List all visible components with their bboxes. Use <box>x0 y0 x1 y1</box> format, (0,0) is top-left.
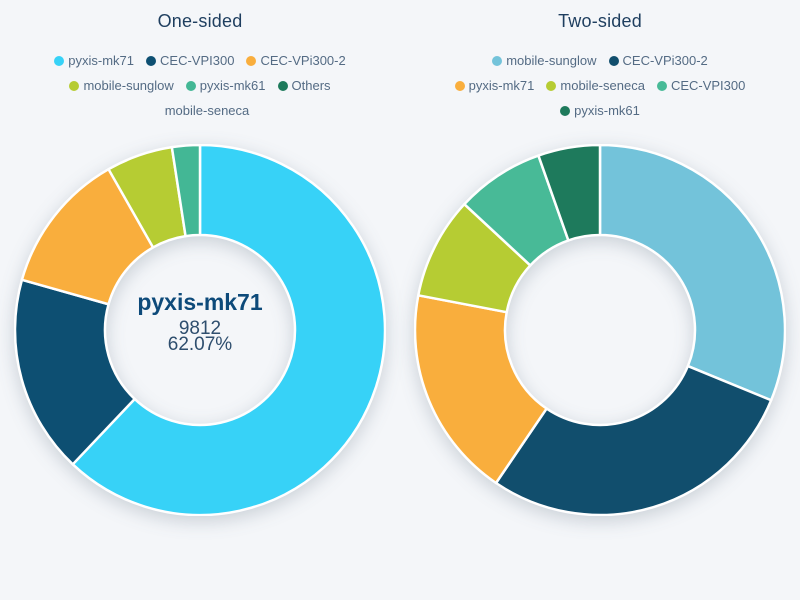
legend-marker-icon <box>277 80 288 91</box>
legend-item-pyxis-mk61[interactable]: pyxis-mk61 <box>185 78 266 93</box>
donut-chart-two-sided <box>414 144 786 516</box>
legend-marker-icon <box>246 55 257 66</box>
legend-label: CEC-VPi300-2 <box>260 53 346 68</box>
legend-marker-icon <box>560 105 571 116</box>
legend-item-mobile-seneca[interactable]: mobile-seneca <box>546 78 645 93</box>
legend-marker-icon <box>69 80 80 91</box>
legend-label: mobile-sunglow <box>83 78 174 93</box>
chart-title-one-sided: One-sided <box>157 11 243 31</box>
legend-item-pyxis-mk61[interactable]: pyxis-mk61 <box>560 103 640 118</box>
donut-slice-CEC-VPI300[interactable] <box>14 278 136 466</box>
legend-label: CEC-VPI300 <box>160 53 235 68</box>
legend-label: mobile-seneca <box>560 78 645 93</box>
donut-slice-pyxis-mk71[interactable] <box>414 294 548 485</box>
legend-label: mobile-seneca <box>164 103 250 118</box>
legend-one-sided: pyxis-mk71 CEC-VPI300 CEC-VPi300-2 mobile-s… <box>35 53 365 118</box>
legend-marker-icon <box>151 106 161 116</box>
legend-item-CEC-VPi300-2[interactable]: CEC-VPi300-2 <box>246 53 346 68</box>
legend-label: CEC-VPi300-2 <box>622 53 708 68</box>
legend-label: pyxis-mk71 <box>68 53 135 68</box>
legend-marker-icon <box>146 55 157 66</box>
legend-item-CEC-VPi300-2[interactable]: CEC-VPi300-2 <box>608 53 708 68</box>
legend-item-Others[interactable]: Others <box>277 78 331 93</box>
one-sided-chart-panel: One-sided pyxis-mk71 CEC-VPI300 CEC-VPi300… <box>14 11 386 516</box>
donut-slice-CEC-VPi300-2[interactable] <box>494 364 773 516</box>
donut-slice-pyxis-mk71[interactable] <box>71 144 386 516</box>
legend-two-sided: mobile-sunglow CEC-VPi300-2 pyxis-mk71 mobi… <box>450 53 750 118</box>
legend-label: pyxis-mk61 <box>574 103 640 118</box>
legend-label: pyxis-mk61 <box>199 78 266 93</box>
legend-marker-icon <box>492 55 503 66</box>
legend-item-mobile-sunglow[interactable]: mobile-sunglow <box>492 53 597 68</box>
legend-label: CEC-VPI300 <box>670 78 746 93</box>
legend-label: mobile-sunglow <box>506 53 597 68</box>
legend-marker-icon <box>608 55 619 66</box>
legend-label: pyxis-mk71 <box>468 78 535 93</box>
donut-slice-pyxis-mk61[interactable] <box>170 144 202 238</box>
legend-marker-icon <box>54 55 65 66</box>
legend-item-mobile-seneca[interactable]: mobile-seneca <box>151 103 250 118</box>
chart-title-two-sided: Two-sided <box>558 11 642 31</box>
legend-marker-icon <box>454 80 465 91</box>
legend-item-CEC-VPI300[interactable]: CEC-VPI300 <box>656 78 746 93</box>
legend-label: Others <box>291 78 331 93</box>
legend-marker-icon <box>656 80 667 91</box>
donut-chart-one-sided <box>14 144 386 516</box>
donut-slice-mobile-sunglow[interactable] <box>598 144 786 402</box>
legend-item-CEC-VPI300[interactable]: CEC-VPI300 <box>146 53 234 68</box>
two-sided-chart-panel: Two-sided mobile-sunglow CEC-VPi300-2 pyxi… <box>400 0 800 600</box>
legend-item-pyxis-mk71[interactable]: pyxis-mk71 <box>54 53 134 68</box>
legend-marker-icon <box>185 80 196 91</box>
donut-slice-pyxis-mk61[interactable] <box>537 144 602 242</box>
legend-item-mobile-sunglow[interactable]: mobile-sunglow <box>69 78 174 93</box>
legend-marker-icon <box>546 80 557 91</box>
legend-item-pyxis-mk71[interactable]: pyxis-mk71 <box>454 78 535 93</box>
